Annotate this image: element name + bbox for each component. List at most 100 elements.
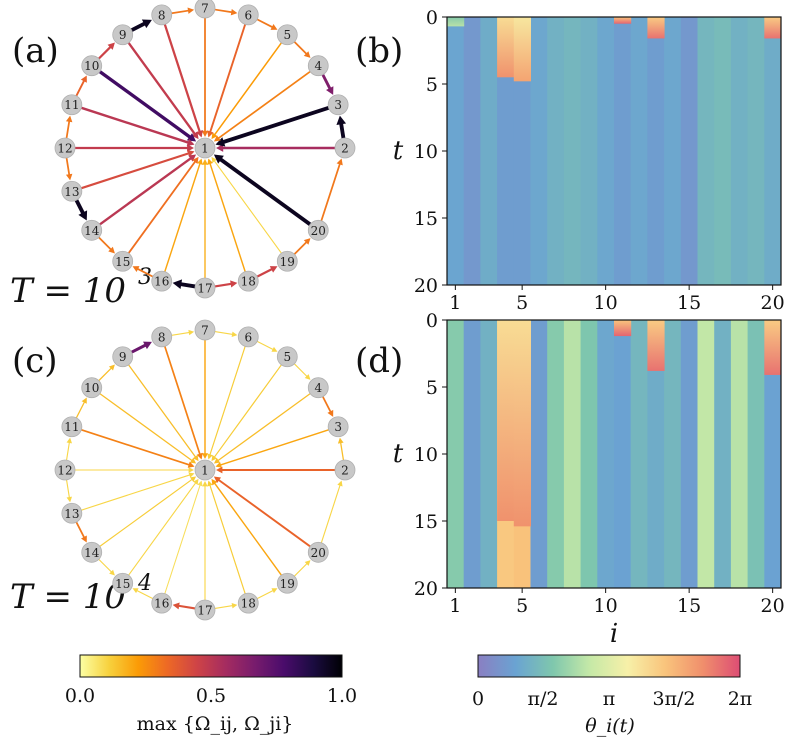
y-tick-b-20: 20	[414, 275, 438, 297]
heat-col-b-10	[597, 17, 615, 285]
node-label-a-12: 12	[57, 142, 72, 156]
node-c-10: 10	[81, 377, 103, 399]
edge-a-14-1	[98, 154, 197, 226]
node-c-20: 20	[307, 541, 329, 563]
heat-col-b-20	[764, 17, 782, 285]
node-label-c-13: 13	[64, 507, 79, 521]
edge-a-7-6	[213, 8, 238, 16]
node-a-5: 5	[276, 24, 298, 46]
x-tick-b-5: 5	[516, 292, 528, 314]
node-c-14: 14	[81, 541, 103, 563]
edge-c-10-1	[99, 392, 197, 464]
heat-col-d-3	[480, 320, 498, 588]
edge-a-15-1	[127, 156, 199, 255]
heat-transient-b-11	[614, 17, 632, 24]
colorbar-phase-tick-3: 3π/2	[652, 688, 695, 710]
y-tick-d-5: 5	[426, 377, 438, 399]
edge-a-4-1	[213, 70, 312, 142]
node-label-a-19: 19	[280, 255, 295, 269]
edge-a-13-1	[80, 150, 195, 190]
x-axis-label: i	[610, 619, 618, 649]
edge-c-19-1	[211, 478, 283, 576]
node-label-c-5: 5	[283, 350, 291, 364]
edge-a-12-1	[73, 144, 194, 152]
node-a-2: 2	[334, 137, 356, 159]
edge-c-16-15	[132, 588, 154, 600]
edge-c-18-19	[256, 588, 278, 600]
edge-c-17-18	[214, 602, 238, 609]
edge-a-17-1	[202, 159, 208, 279]
edge-a-17-16	[172, 279, 198, 290]
node-label-c-9: 9	[119, 350, 127, 364]
edge-c-7-6	[214, 331, 238, 338]
node-label-c-4: 4	[314, 381, 322, 395]
edge-c-10-9	[98, 364, 115, 382]
edge-a-4-3	[321, 73, 334, 95]
edge-a-18-1	[207, 158, 246, 273]
edge-c-9-8	[130, 341, 152, 354]
heat-col-b-8	[563, 17, 582, 285]
node-label-a-20: 20	[311, 224, 326, 238]
x-tick-d-20: 20	[761, 595, 785, 617]
y-axis-label-d: t	[393, 439, 404, 469]
edge-a-13-14	[74, 198, 88, 221]
edge-a-19-20	[293, 238, 311, 256]
edge-a-20-2	[320, 158, 343, 222]
heat-col-d-2	[463, 320, 481, 588]
node-label-c-11: 11	[64, 420, 79, 434]
y-tick-d-15: 15	[414, 511, 438, 533]
edge-a-19-1	[211, 156, 282, 254]
node-a-10: 10	[81, 55, 103, 77]
node-label-c-6: 6	[244, 330, 252, 344]
heat-col-b-19	[747, 17, 765, 285]
edge-c-16-1	[164, 480, 203, 595]
heat-col-b-6	[530, 17, 548, 285]
edge-c-20-1	[213, 476, 312, 548]
x-tick-b-1: 1	[449, 292, 461, 314]
node-a-15: 15	[112, 250, 134, 272]
node-label-a-6: 6	[244, 8, 252, 22]
heat-col-d-12	[630, 320, 648, 588]
edge-a-10-9	[97, 42, 115, 60]
node-c-9: 9	[112, 346, 134, 368]
node-c-18: 18	[237, 592, 259, 614]
heat-col-b-5	[513, 17, 531, 285]
node-c-17: 17	[194, 599, 216, 621]
node-label-a-3: 3	[334, 98, 342, 112]
y-tick-b-5: 5	[426, 74, 438, 96]
edge-a-9-8	[129, 19, 152, 33]
node-label-c-2: 2	[341, 464, 349, 478]
node-label-a-17: 17	[197, 282, 212, 296]
node-c-15: 15	[112, 572, 134, 594]
colorbar-edge-weight-gradient	[79, 654, 343, 678]
node-c-6: 6	[237, 326, 259, 348]
node-label-c-18: 18	[241, 597, 256, 611]
node-c-3: 3	[327, 416, 349, 438]
edge-c-5-1	[211, 364, 283, 462]
edge-c-8-1	[163, 345, 203, 460]
edge-c-12-13	[66, 479, 73, 503]
heatmap-cells-d	[447, 320, 782, 588]
heat-col-d-13	[647, 320, 665, 588]
heat-col-b-13	[647, 17, 665, 285]
x-tick-b-20: 20	[761, 292, 785, 314]
node-label-a-14: 14	[84, 224, 100, 238]
heat-transient-d-20	[764, 320, 782, 375]
y-tick-b-15: 15	[414, 208, 438, 230]
node-a-20: 20	[307, 219, 329, 241]
heat-transient-b-4	[497, 17, 515, 78]
node-a-19: 19	[276, 250, 298, 272]
node-label-a-15: 15	[115, 255, 130, 269]
edge-c-15-1	[128, 478, 199, 576]
colorbar-edge-label: max {Ω_ij, Ω_ji}	[137, 713, 294, 735]
edge-c-5-4	[293, 363, 311, 380]
edge-c-2-1	[216, 466, 336, 474]
heat-col-d-17	[714, 320, 732, 588]
edge-a-5-4	[293, 40, 311, 58]
heat-transient-d-4	[497, 320, 515, 521]
node-label-a-5: 5	[283, 28, 291, 42]
node-label-a-11: 11	[64, 98, 79, 112]
edge-a-3-1	[215, 105, 331, 147]
